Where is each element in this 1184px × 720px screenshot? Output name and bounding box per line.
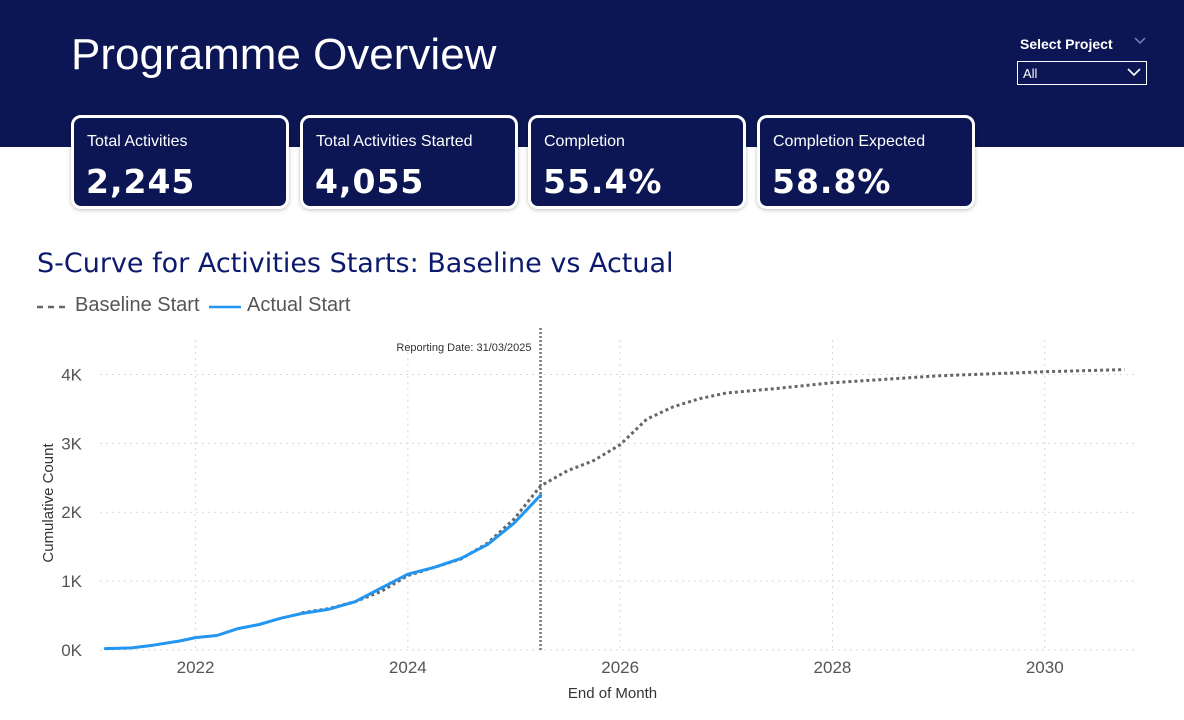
- kpi-label: Total Activities: [87, 133, 188, 150]
- y-tick-label: 0K: [61, 641, 82, 660]
- legend-label-baseline: Baseline Start: [75, 294, 200, 316]
- project-dropdown-value: All: [1023, 66, 1038, 81]
- x-tick-label: 2026: [601, 658, 639, 677]
- x-axis-title: End of Month: [568, 685, 657, 702]
- y-tick-label: 2K: [61, 503, 82, 522]
- baseline-start-line: [301, 368, 1125, 615]
- kpi-value: 58.8%: [772, 162, 892, 201]
- x-tick-label: 2028: [814, 658, 852, 677]
- kpi-value: 4,055: [315, 162, 425, 201]
- kpi-card-total-activities-started: Total Activities Started 4,055: [300, 115, 518, 209]
- x-tick-label: 2022: [177, 658, 215, 677]
- legend-label-actual: Actual Start: [247, 294, 351, 316]
- select-project-label: Select Project: [1020, 36, 1113, 52]
- x-tick-label: 2030: [1026, 658, 1064, 677]
- s-curve-chart: 0K 1K 2K 3K 4K 2022 2024 2026 2028 2030 Reporting …: [40, 328, 1135, 702]
- page-title: Programme Overview: [71, 30, 497, 79]
- kpi-label: Total Activities Started: [316, 133, 473, 150]
- kpi-card-total-activities: Total Activities 2,245: [71, 115, 289, 209]
- kpi-value: 55.4%: [543, 162, 663, 201]
- kpi-value: 2,245: [86, 162, 196, 201]
- dropdown-chevron-icon: [1127, 68, 1141, 77]
- x-tick-label: 2024: [389, 658, 427, 677]
- kpi-label: Completion Expected: [773, 133, 926, 150]
- kpi-label: Completion: [544, 133, 625, 150]
- y-tick-label: 1K: [61, 572, 82, 591]
- legend-swatch-actual: [209, 305, 241, 309]
- reporting-date-label: Reporting Date: 31/03/2025: [396, 342, 531, 354]
- legend-swatch-baseline: [37, 305, 69, 309]
- kpi-card-completion: Completion 55.4%: [528, 115, 746, 209]
- actual-start-line: [103, 493, 542, 651]
- y-tick-label: 3K: [61, 434, 82, 453]
- project-dropdown[interactable]: All: [1017, 61, 1147, 85]
- kpi-card-completion-expected: Completion Expected 58.8%: [757, 115, 975, 209]
- y-axis-title: Cumulative Count: [40, 443, 57, 563]
- y-tick-label: 4K: [61, 365, 82, 384]
- chart-title: S-Curve for Activities Starts: Baseline …: [37, 248, 674, 279]
- chevron-down-icon[interactable]: [1132, 34, 1148, 48]
